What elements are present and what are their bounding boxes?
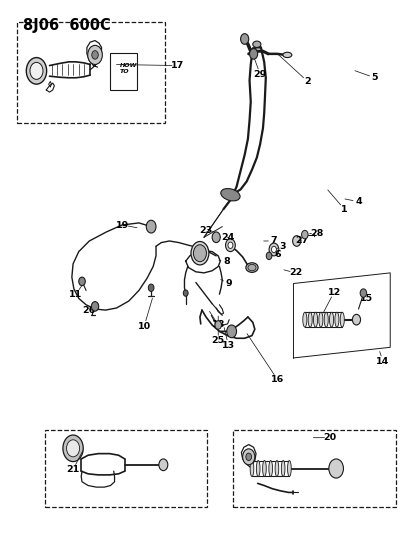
Circle shape [26,58,47,84]
Circle shape [91,302,99,311]
Circle shape [243,449,255,465]
Circle shape [191,241,209,265]
Circle shape [215,321,222,329]
Text: 24: 24 [221,233,234,242]
Text: 28: 28 [310,229,324,238]
Bar [233,430,396,507]
Ellipse shape [308,312,312,327]
Circle shape [246,453,252,461]
Ellipse shape [256,461,260,477]
Bar [44,430,207,507]
Text: 6: 6 [275,251,281,260]
Text: 5: 5 [372,73,378,82]
Text: 3: 3 [279,242,286,251]
Text: 9: 9 [225,279,232,288]
Text: 21: 21 [67,465,80,474]
Circle shape [30,62,43,79]
Circle shape [159,459,168,471]
Text: 11: 11 [69,289,82,298]
Text: 27: 27 [295,237,308,246]
Ellipse shape [324,312,328,327]
Circle shape [241,34,249,44]
Bar [111,53,137,90]
Circle shape [148,284,154,292]
Ellipse shape [275,461,279,477]
Text: HOW
TO: HOW TO [120,63,137,74]
Text: 15: 15 [360,294,373,303]
Text: 13: 13 [222,341,235,350]
Text: 26: 26 [83,305,96,314]
Circle shape [88,45,102,64]
Text: 8J06  600C: 8J06 600C [23,18,111,33]
Circle shape [92,51,98,59]
Ellipse shape [319,312,323,327]
Circle shape [269,243,279,256]
Circle shape [79,277,85,286]
Circle shape [67,440,80,457]
Ellipse shape [269,461,273,477]
Ellipse shape [313,312,317,327]
Text: 25: 25 [212,336,225,345]
Text: 20: 20 [324,433,337,442]
Ellipse shape [263,461,266,477]
Ellipse shape [303,312,307,327]
Circle shape [212,232,220,243]
Text: 4: 4 [355,197,362,206]
Circle shape [353,314,361,325]
Circle shape [266,252,272,260]
Text: 2: 2 [304,77,311,86]
Ellipse shape [340,312,344,327]
Circle shape [250,49,258,59]
Circle shape [226,239,235,252]
Bar [17,22,165,123]
Text: 8: 8 [223,257,230,265]
Ellipse shape [288,461,291,477]
Circle shape [193,245,206,262]
Text: 29: 29 [253,70,267,78]
Circle shape [183,290,188,296]
Circle shape [360,289,367,297]
Circle shape [329,459,344,478]
Ellipse shape [335,312,339,327]
Text: 12: 12 [328,287,341,296]
Text: 16: 16 [271,375,284,384]
Ellipse shape [250,461,254,477]
Text: 18: 18 [211,320,225,329]
Circle shape [227,325,237,338]
Text: 22: 22 [289,269,302,277]
Text: 10: 10 [137,321,151,330]
Circle shape [146,220,156,233]
Ellipse shape [253,41,261,47]
Text: 17: 17 [171,61,184,70]
Circle shape [271,246,276,253]
Text: 19: 19 [116,221,129,230]
Circle shape [302,230,308,239]
Text: 14: 14 [376,357,390,366]
Circle shape [228,242,233,248]
Circle shape [63,435,83,462]
Text: 1: 1 [341,205,348,214]
Ellipse shape [246,263,258,272]
Circle shape [293,236,301,246]
Ellipse shape [283,52,292,58]
Ellipse shape [282,461,285,477]
Text: 7: 7 [271,237,277,246]
Ellipse shape [330,312,334,327]
Ellipse shape [221,189,240,201]
Text: 23: 23 [200,226,213,235]
Ellipse shape [248,264,256,271]
